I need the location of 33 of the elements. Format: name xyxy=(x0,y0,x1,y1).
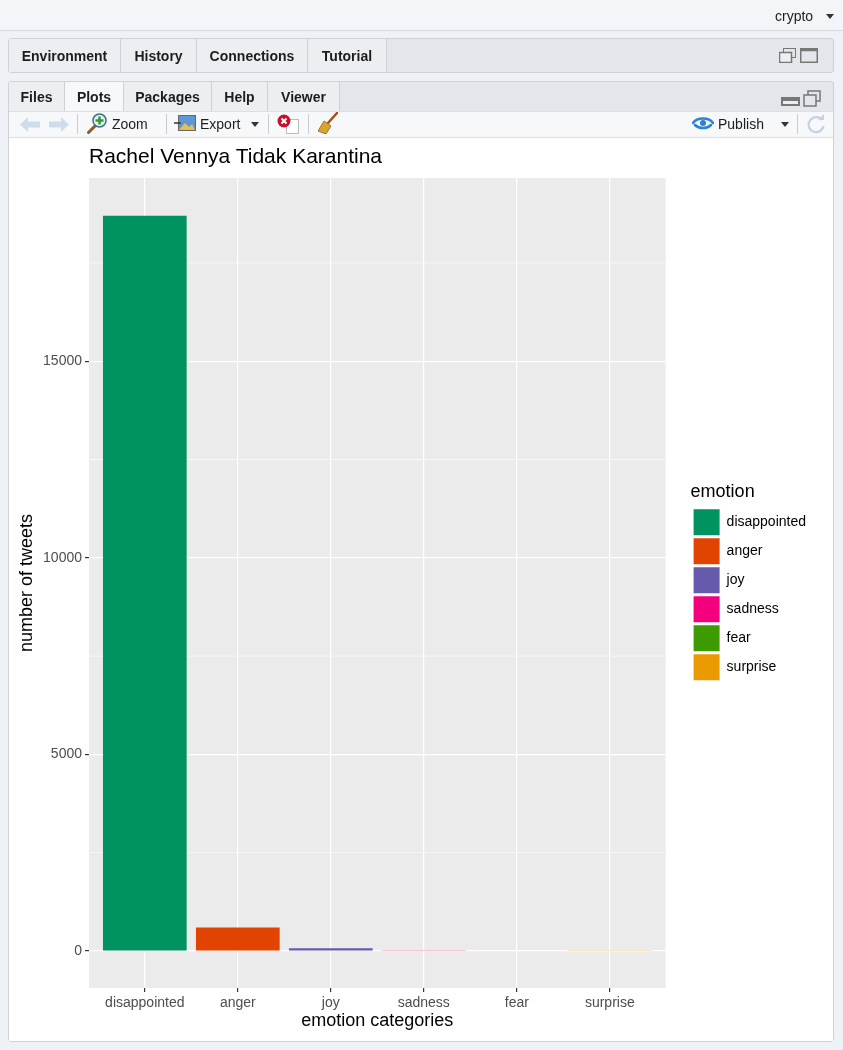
legend-label: disappointed xyxy=(726,513,807,530)
y-tick-label: 0 xyxy=(74,941,83,958)
text: History xyxy=(121,39,197,72)
legend-label: joy xyxy=(725,571,745,588)
legend-label: sadness xyxy=(726,600,779,617)
x-axis-title: emotion categories xyxy=(301,1009,454,1030)
x-tick-label: anger xyxy=(219,994,257,1011)
y-tick-label: 5000 xyxy=(50,745,83,762)
chart-title: Rachel Vennya Tidak Karantina xyxy=(89,143,383,167)
legend-label: fear xyxy=(726,629,752,646)
x-tick-label: surprise xyxy=(584,994,635,1011)
legend-label: surprise xyxy=(726,658,777,675)
x-tick-label: disappointed xyxy=(105,994,185,1011)
text: Connections xyxy=(197,39,308,72)
text: Files xyxy=(9,82,65,111)
text: Help xyxy=(212,82,268,111)
y-axis-title: number of tweets xyxy=(15,513,36,653)
text: Tutorial xyxy=(308,39,387,72)
text: Publish xyxy=(718,115,764,133)
x-tick-label: sadness xyxy=(397,994,450,1011)
text: Environment xyxy=(9,39,121,72)
y-tick-label: 10000 xyxy=(43,548,83,565)
y-tick-label: 15000 xyxy=(43,352,83,369)
text: Viewer xyxy=(268,82,340,111)
legend-label: anger xyxy=(726,542,763,559)
x-tick-label: fear xyxy=(504,994,530,1011)
x-tick-label: joy xyxy=(320,994,340,1011)
text: Packages xyxy=(124,82,212,111)
text: Plots xyxy=(65,82,124,111)
text: Export xyxy=(200,115,241,133)
text: Zoom xyxy=(112,115,148,133)
legend-title: emotion xyxy=(690,480,755,501)
text: crypto xyxy=(775,7,814,25)
